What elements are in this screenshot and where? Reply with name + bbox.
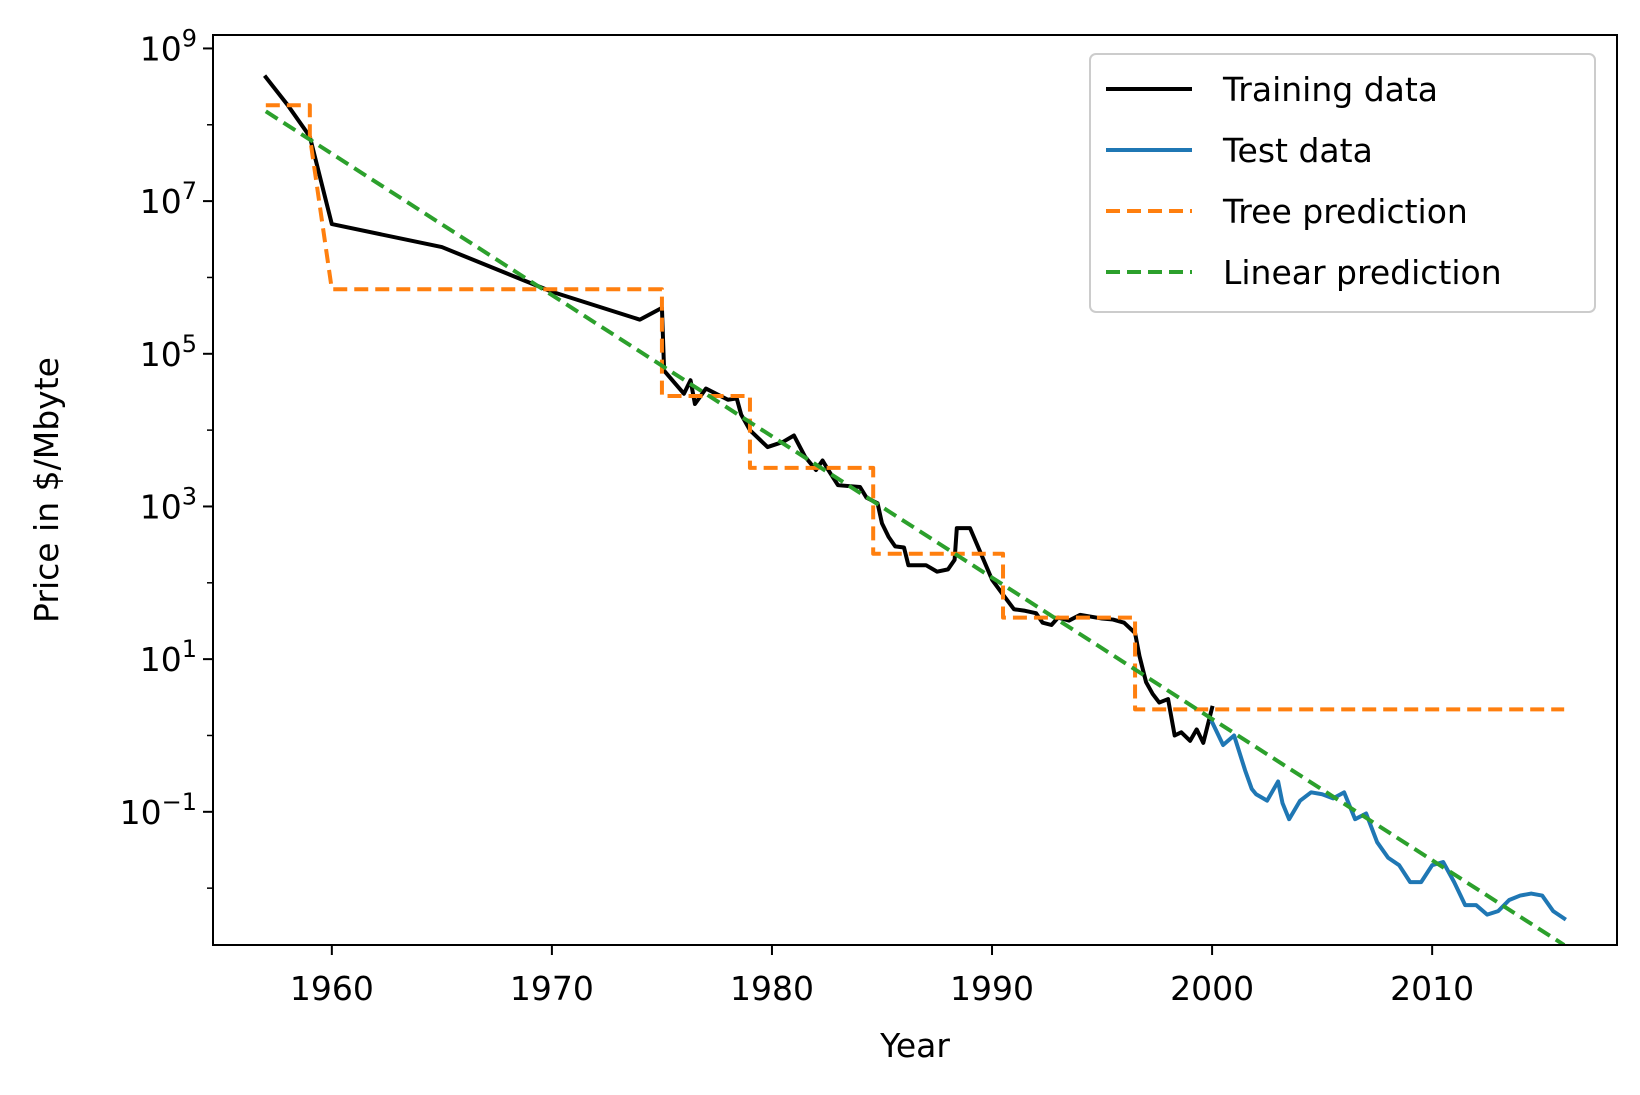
x-tick-label: 2000	[1170, 969, 1254, 1008]
y-tick-label: 109	[140, 24, 197, 68]
series-group	[263, 74, 1567, 945]
x-tick-label: 1990	[950, 969, 1034, 1008]
series-line-linear-prediction	[264, 109, 1566, 945]
x-axis-label: Year	[879, 1026, 950, 1065]
y-axis-label: Price in $/Mbyte	[27, 357, 66, 623]
y-tick-label: 103	[140, 482, 197, 526]
axes-layer: 1960 1970 1980 1990 2000 2010 109 107 105 103 101 1…	[27, 24, 1618, 1065]
x-tick-label: 2010	[1390, 969, 1474, 1008]
legend-label-tree-prediction: Tree prediction	[1222, 192, 1468, 231]
legend-label-linear-prediction: Linear prediction	[1223, 253, 1502, 292]
legend-box	[1089, 53, 1596, 313]
y-tick-label: 105	[140, 330, 197, 374]
x-tick-label: 1960	[290, 969, 374, 1008]
y-tick-label: 10−1	[120, 788, 197, 832]
plot-layer	[263, 74, 1567, 945]
series-line-tree-prediction	[265, 103, 1565, 712]
y-tick-label: 107	[140, 177, 197, 221]
legend: Training data Test data Tree prediction Lin…	[1089, 53, 1596, 313]
axes-frame	[212, 34, 1618, 946]
x-tick-label: 1970	[510, 969, 594, 1008]
y-tick-label: 101	[140, 635, 197, 679]
legend-label-test-data: Test data	[1222, 131, 1373, 170]
series-line-training-data	[263, 74, 1215, 745]
legend-label-training-data: Training data	[1222, 70, 1438, 109]
x-tick-label: 1980	[730, 969, 814, 1008]
series-line-test-data	[1209, 719, 1567, 922]
